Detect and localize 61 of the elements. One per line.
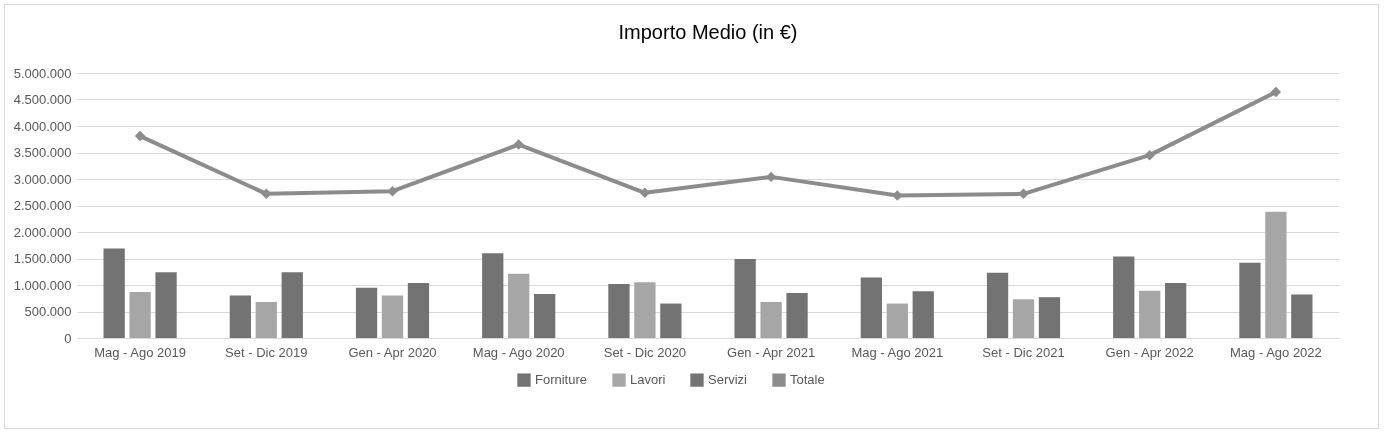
bar xyxy=(786,292,808,338)
bar xyxy=(381,295,404,338)
bar xyxy=(129,291,151,338)
point xyxy=(513,139,524,150)
x-tick-label: Mag - Ago 2022 xyxy=(1230,344,1322,360)
bar xyxy=(760,301,782,338)
bar xyxy=(1012,299,1035,338)
bar xyxy=(255,301,277,338)
x-tick-label: Mag - Ago 2020 xyxy=(472,344,565,360)
bar xyxy=(155,272,177,338)
bar xyxy=(608,283,630,338)
y-tick-label: 5.000.000 xyxy=(13,65,72,81)
y-tick-label: 3.000.000 xyxy=(13,171,72,187)
x-tick-label: Set - Dic 2020 xyxy=(603,344,687,360)
bar xyxy=(281,272,303,338)
y-tick-label: 3.500.000 xyxy=(13,145,72,160)
bar xyxy=(912,291,934,338)
point xyxy=(1144,149,1155,161)
x-tick-label: Set - Dic 2019 xyxy=(225,344,308,360)
x-tick-label: Gen - Apr 2020 xyxy=(348,344,437,360)
bar xyxy=(1113,256,1135,338)
legend-label: Forniture xyxy=(535,372,588,388)
bar xyxy=(1038,297,1061,338)
x-tick-label: Set - Dic 2021 xyxy=(982,344,1065,360)
bar xyxy=(482,253,504,338)
bar xyxy=(407,282,430,338)
bar xyxy=(229,295,251,338)
legend-label: Lavori xyxy=(630,372,666,388)
x-tick-label: Mag - Ago 2019 xyxy=(94,344,186,360)
bar xyxy=(986,272,1009,338)
point xyxy=(1270,86,1282,98)
y-tick-label: 1.500.000 xyxy=(13,251,72,266)
y-tick-label: 500.000 xyxy=(24,304,72,319)
bar xyxy=(660,303,682,338)
x-tick-label: Gen - Apr 2021 xyxy=(727,344,816,360)
bar xyxy=(734,259,756,338)
point xyxy=(387,185,398,197)
chart-title: Importo Medio (in €) xyxy=(618,21,798,43)
bar xyxy=(508,273,530,338)
y-tick-label: 0 xyxy=(64,330,72,346)
bar xyxy=(886,303,908,338)
bar xyxy=(634,282,656,338)
y-tick-label: 2.000.000 xyxy=(13,224,72,240)
point xyxy=(134,130,146,142)
legend-label: Servizi xyxy=(708,372,748,388)
x-tick-label: Gen - Apr 2022 xyxy=(1105,344,1194,360)
bar xyxy=(1139,290,1161,338)
bar xyxy=(534,294,556,338)
bar xyxy=(355,287,378,338)
y-tick-label: 4.500.000 xyxy=(13,92,72,107)
y-tick-label: 2.500.000 xyxy=(13,198,72,213)
bar xyxy=(103,248,125,338)
y-tick-label: 4.000.000 xyxy=(13,118,72,134)
bar xyxy=(1291,294,1313,338)
legend-label: Totale xyxy=(790,372,825,388)
x-tick-label: Mag - Ago 2021 xyxy=(851,344,944,360)
bar xyxy=(1265,211,1287,338)
bar xyxy=(860,277,882,338)
bar xyxy=(1165,282,1187,338)
bar xyxy=(1239,262,1261,338)
y-tick-label: 1.000.000 xyxy=(13,277,72,293)
